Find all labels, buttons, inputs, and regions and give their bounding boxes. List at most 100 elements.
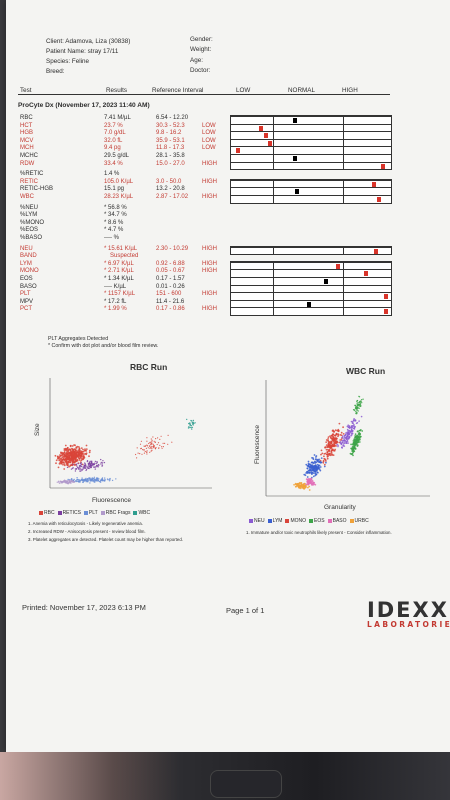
row-test-name: BASO — [20, 283, 37, 290]
row-result: * 1.34 K/µL — [104, 276, 134, 282]
scatter-point — [325, 448, 328, 451]
scatter-point — [353, 428, 356, 430]
scatter-point — [79, 480, 81, 482]
scatter-point — [294, 485, 297, 488]
scatter-point — [323, 455, 325, 458]
scatter-point — [89, 449, 91, 452]
row-result: ---- % — [104, 235, 119, 241]
scatter-point — [327, 436, 330, 438]
scatter-point — [71, 479, 74, 482]
range-bar-row — [231, 179, 391, 188]
row-result: 1.4 % — [104, 171, 120, 178]
scatter-point — [69, 445, 72, 448]
scatter-point — [151, 448, 153, 450]
row-flag: LOW — [202, 137, 216, 144]
scatter-point — [307, 472, 310, 474]
scatter-point — [81, 458, 84, 461]
scatter-point — [64, 458, 67, 460]
scatter-point — [159, 444, 161, 446]
scatter-point — [84, 448, 86, 451]
scatter-point — [63, 468, 66, 470]
scatter-point — [78, 457, 81, 460]
scatter-point — [58, 462, 61, 465]
scatter-point — [63, 464, 66, 467]
scatter-point — [187, 427, 190, 429]
scatter-point — [151, 442, 153, 444]
scatter-point — [90, 479, 92, 481]
scatter-point — [319, 466, 322, 468]
scatter-point — [81, 469, 83, 472]
scatter-point — [346, 435, 349, 438]
scatter-point — [327, 448, 329, 451]
legend-label: LYM — [272, 518, 283, 524]
scatter-point — [312, 475, 315, 478]
range-divider — [343, 261, 344, 315]
scatter-point — [66, 481, 68, 483]
scatter-point — [69, 464, 72, 466]
scatter-point — [325, 441, 328, 443]
row-flag: LOW — [202, 122, 216, 129]
scatter-point — [74, 457, 77, 460]
scatter-point — [350, 420, 353, 423]
scatter-point — [309, 466, 311, 468]
scatter-point — [361, 402, 363, 404]
scatter-point — [75, 463, 77, 465]
scatter-point — [77, 468, 80, 470]
col-high: HIGH — [342, 87, 358, 94]
scatter-point — [328, 443, 331, 446]
scatter-point — [359, 435, 362, 438]
row-result: * 2.71 K/µL — [104, 268, 134, 275]
scatter-point — [320, 453, 322, 456]
scatter-point — [358, 407, 360, 409]
scatter-point — [356, 408, 358, 411]
scatter-point — [167, 434, 169, 436]
scatter-point — [68, 460, 70, 463]
scatter-point — [79, 462, 82, 465]
scatter-point — [146, 440, 148, 442]
row-test-name: RETIC-HGB — [20, 186, 53, 193]
row-reference: 35.9 - 53.1 — [156, 137, 185, 144]
scatter-point — [74, 464, 76, 466]
scatter-point — [345, 433, 347, 436]
row-flag: HIGH — [202, 245, 217, 252]
row-reference: 2.87 - 17.02 — [156, 194, 189, 200]
wbc-xlabel: Granularity — [324, 504, 356, 511]
scatter-point — [82, 468, 84, 470]
range-marker — [263, 133, 268, 139]
run-title: ProCyte Dx (November 17, 2023 11:40 AM) — [18, 102, 150, 109]
legend-label: RBC — [44, 510, 55, 516]
scatter-point — [100, 463, 102, 465]
scatter-point — [85, 444, 88, 447]
scatter-point — [149, 451, 151, 453]
scatter-point — [79, 468, 81, 470]
scatter-point — [94, 462, 96, 464]
scatter-point — [356, 422, 359, 424]
row-flag: HIGH — [202, 178, 217, 185]
scatter-point — [193, 422, 195, 425]
legend-swatch — [100, 510, 105, 515]
scatter-point — [87, 467, 89, 469]
scatter-point — [150, 438, 152, 440]
row-result: ---- K/µL — [104, 283, 127, 290]
scatter-point — [190, 426, 192, 429]
scatter-point — [345, 436, 348, 439]
scatter-point — [322, 460, 325, 462]
range-divider — [343, 116, 344, 170]
legend-swatch — [83, 510, 88, 515]
row-reference: 13.2 - 20.8 — [156, 186, 185, 193]
scatter-point — [308, 469, 311, 471]
scatter-point — [87, 479, 90, 481]
scatter-point — [317, 465, 320, 467]
row-test-name: MCV — [20, 137, 34, 144]
scatter-point — [304, 485, 307, 488]
scatter-point — [82, 466, 84, 468]
scatter-point — [80, 463, 83, 466]
rbc-run-scatterplot — [49, 378, 212, 489]
scatter-point — [192, 419, 195, 422]
scatter-point — [91, 478, 94, 481]
comment-left-2: 2. Increased RDW - Anisocytosis present … — [28, 529, 146, 534]
scatter-point — [88, 461, 90, 463]
scatter-point — [331, 443, 334, 446]
scatter-point — [303, 488, 305, 490]
scatter-point — [100, 461, 102, 464]
